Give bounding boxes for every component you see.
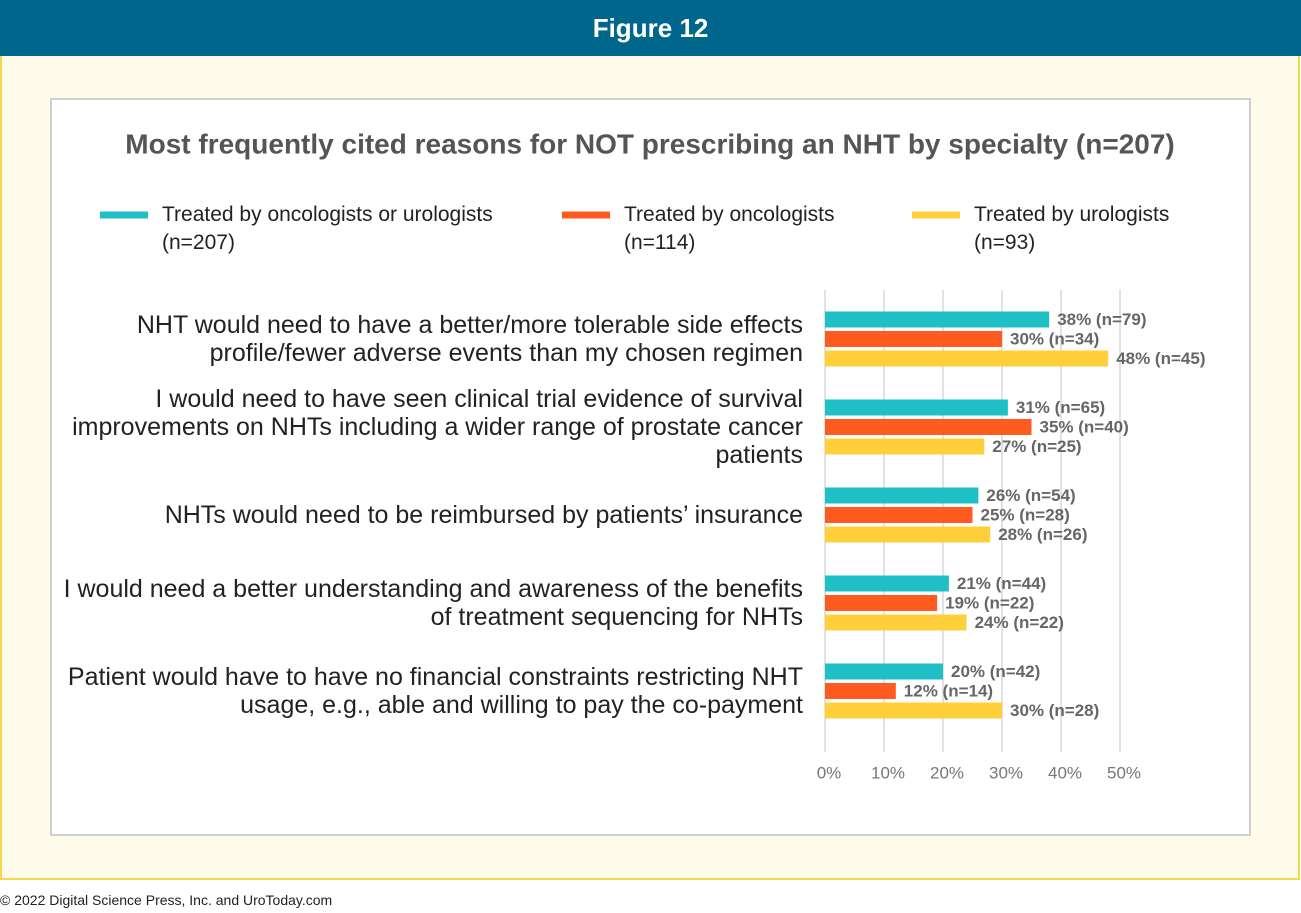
category-label: Patient would have to have no financial … <box>67 663 803 719</box>
chart-title: Most frequently cited reasons for NOT pr… <box>125 128 1174 159</box>
value-label: 25% (n=28) <box>981 505 1070 524</box>
bar <box>825 399 1008 416</box>
bar <box>825 311 1050 328</box>
bar <box>825 683 896 699</box>
category-label: NHT would need to have a better/more tol… <box>136 311 803 367</box>
x-tick-label: 40% <box>1048 763 1082 782</box>
value-label: 21% (n=44) <box>957 574 1046 593</box>
x-tick-label: 20% <box>930 763 964 782</box>
value-label: 38% (n=79) <box>1057 310 1146 329</box>
chart-panel <box>50 98 1251 836</box>
category-label: I would need a better understanding and … <box>63 575 803 631</box>
value-label: 20% (n=42) <box>951 662 1040 681</box>
copyright: © 2022 Digital Science Press, Inc. and U… <box>0 892 333 908</box>
bar <box>825 419 1032 435</box>
bar <box>825 350 1109 367</box>
bar <box>825 595 938 611</box>
value-label: 30% (n=28) <box>1010 701 1099 720</box>
bar <box>825 614 967 631</box>
value-label: 30% (n=34) <box>1010 329 1099 348</box>
value-label: 24% (n=22) <box>975 613 1064 632</box>
bar <box>825 526 991 543</box>
bar <box>825 663 943 680</box>
x-tick-label: 30% <box>989 763 1023 782</box>
bar <box>825 575 949 592</box>
bar <box>825 487 979 504</box>
value-label: 28% (n=26) <box>998 525 1087 544</box>
x-tick-label: 50% <box>1107 763 1141 782</box>
category-label: NHTs would need to be reimbursed by pati… <box>164 501 803 529</box>
value-label: 48% (n=45) <box>1116 349 1205 368</box>
value-label: 19% (n=22) <box>945 593 1034 612</box>
bar <box>825 438 985 455</box>
bar <box>825 507 973 523</box>
value-label: 31% (n=65) <box>1016 398 1105 417</box>
legend-label: Treated by oncologists (n=114) <box>624 203 835 254</box>
value-label: 35% (n=40) <box>1040 417 1129 436</box>
legend-label: Treated by oncologists or urologists (n=… <box>162 203 493 254</box>
value-label: 26% (n=54) <box>986 486 1075 505</box>
category-label: I would need to have seen clinical trial… <box>72 385 803 469</box>
bar <box>825 702 1002 719</box>
value-label: 27% (n=25) <box>992 437 1081 456</box>
bar <box>825 331 1002 347</box>
x-tick-label: 0% <box>817 763 842 782</box>
value-label: 12% (n=14) <box>904 681 993 700</box>
figure-header: Figure 12 <box>0 0 1301 56</box>
x-tick-label: 10% <box>871 763 905 782</box>
legend-label: Treated by urologists (n=93) <box>974 203 1170 254</box>
